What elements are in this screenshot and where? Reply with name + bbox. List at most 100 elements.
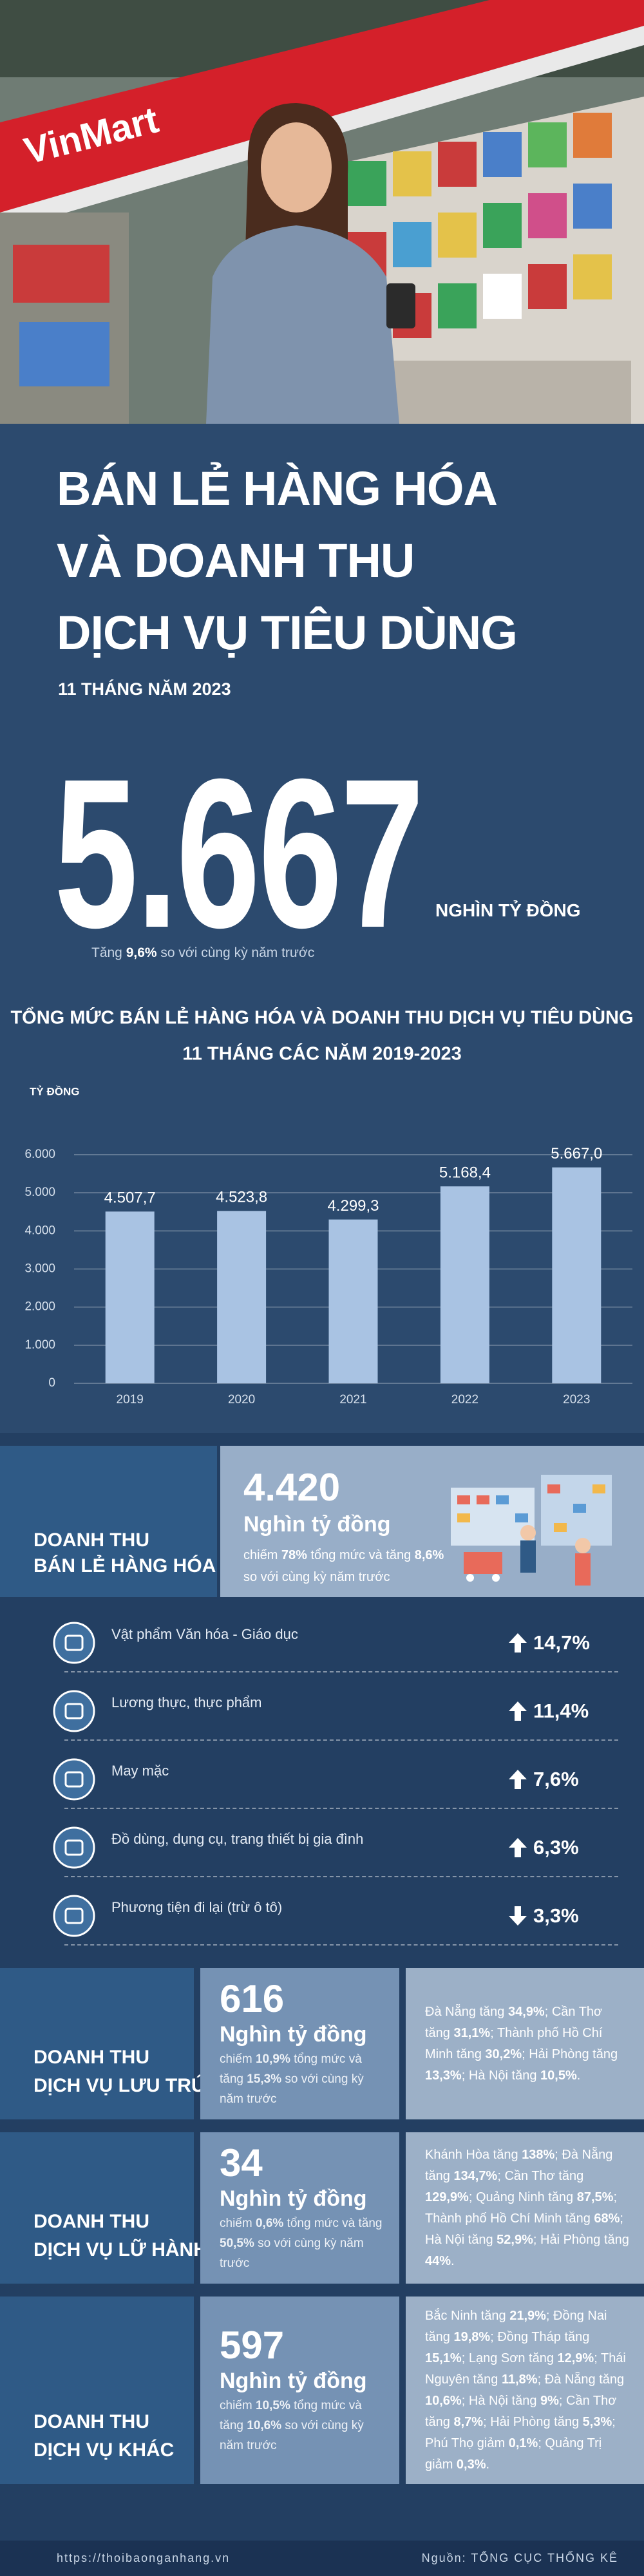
title-line: DỊCH VỤ TIÊU DÙNG xyxy=(57,606,518,659)
emphasis: 30,2% xyxy=(485,2047,522,2061)
service-value-box: 597 Nghìn tỷ đồng chiếm 10,5% tổng mức và … xyxy=(200,2297,399,2484)
service-unit: Nghìn tỷ đồng xyxy=(220,2369,367,2393)
item-divider xyxy=(64,1671,618,1672)
bar xyxy=(217,1211,267,1383)
text-run: so với cùng kỳ năm trước xyxy=(220,2072,364,2106)
text-run: chiếm xyxy=(220,2399,256,2412)
text-run: chiếm xyxy=(220,2052,256,2066)
emphasis: 34,9% xyxy=(507,2004,545,2019)
bar xyxy=(552,1167,601,1383)
emphasis: 10,5% xyxy=(540,2068,577,2083)
item-icon xyxy=(53,1895,95,1937)
text-run: so với cùng kỳ năm trước xyxy=(220,2237,364,2270)
text-run: ; Thành phố Hồ Chí Minh tăng xyxy=(425,2025,603,2061)
arrow-shape xyxy=(509,1770,527,1789)
emphasis: 11,8% xyxy=(501,2372,538,2387)
y-tick-label: 0 xyxy=(48,1376,55,1390)
text-run: chiếm xyxy=(243,1548,281,1562)
period: 11 THÁNG NĂM 2023 xyxy=(58,679,231,699)
service-value: 597 xyxy=(220,2324,285,2367)
item-divider xyxy=(64,1944,618,1946)
emphasis: 78% xyxy=(281,1548,307,1562)
text-run: ; Hải Phòng tăng xyxy=(483,2414,583,2429)
text-run: ; Hải Phòng tăng xyxy=(533,2232,629,2247)
text-run: ; Đà Nẵng tăng xyxy=(537,2372,625,2387)
text-run: ; Thái Nguyên tăng xyxy=(425,2351,626,2387)
text-run: Khánh Hòa tăng xyxy=(425,2147,522,2162)
y-tick-label: 5.000 xyxy=(24,1186,55,1199)
service-detail-box: Đà Nẵng tăng 34,9%; Cần Thơ tăng 31,1%; … xyxy=(406,1968,644,2119)
footer-source: Nguồn: TỔNG CỤC THỐNG KÊ xyxy=(421,2552,618,2564)
retail-label-box: DOANH THU BÁN LẺ HÀNG HÓA xyxy=(0,1446,217,1597)
service-label: DOANH THU xyxy=(33,2411,149,2432)
retail-label: BÁN LẺ HÀNG HÓA xyxy=(33,1555,216,1577)
item-change: 3,3% xyxy=(533,1904,579,1927)
emphasis: 15,3% xyxy=(247,2072,282,2086)
text-run: ; Phú Thọ giảm xyxy=(425,2414,616,2450)
emphasis: 12,9% xyxy=(557,2351,594,2365)
service-label: DỊCH VỤ LỮ HÀNH xyxy=(33,2239,207,2260)
service-detail: Khánh Hòa tăng 138%; Đà Nẵng tăng 134,7%… xyxy=(425,2145,630,2272)
text-run: tổng mức và tăng xyxy=(220,2399,362,2432)
text-run: ; Lạng Sơn tăng xyxy=(461,2351,558,2365)
emphasis: 5,3% xyxy=(582,2414,612,2429)
arrow-shape xyxy=(509,1633,527,1653)
text-run: ; Cần Thơ tăng xyxy=(425,2004,603,2040)
y-axis-label: TỶ ĐỒNG xyxy=(30,1085,79,1097)
service-detail: Đà Nẵng tăng 34,9%; Cần Thơ tăng 31,1%; … xyxy=(425,2002,630,2087)
text-run: ; Cần Thơ tăng xyxy=(497,2168,584,2183)
y-tick-label: 2.000 xyxy=(24,1300,55,1314)
x-tick-label: 2022 xyxy=(451,1393,478,1406)
arrow-shape xyxy=(509,1838,527,1857)
service-note: chiếm 0,6% tổng mức và tăng 50,5% so với… xyxy=(220,2213,386,2273)
text-run: ; Đà Nẵng tăng xyxy=(425,2147,613,2183)
item-icon xyxy=(53,1622,95,1664)
retail-value: 4.420 xyxy=(243,1466,341,1509)
service-label: DOANH THU xyxy=(33,2047,149,2068)
text-run: tổng mức và tăng xyxy=(307,1548,415,1562)
bar-chart: TỔNG MỨC BÁN LẺ HÀNG HÓA VÀ DOANH THU DỊ… xyxy=(10,1007,633,1406)
text-run: . xyxy=(486,2457,490,2472)
value-label: 4.523,8 xyxy=(216,1189,267,1206)
emphasis: 9,6% xyxy=(126,945,157,960)
y-tick-label: 1.000 xyxy=(24,1338,55,1352)
chart-title: TỔNG MỨC BÁN LẺ HÀNG HÓA VÀ DOANH THU DỊ… xyxy=(10,1007,633,1028)
direction-arrow xyxy=(509,1838,527,1857)
arrow-shape xyxy=(509,1906,527,1926)
item-change: 6,3% xyxy=(533,1836,579,1859)
item-change: 7,6% xyxy=(533,1768,579,1790)
service-unit: Nghìn tỷ đồng xyxy=(220,2022,367,2047)
text-run: ; Hà Nội tăng xyxy=(461,2068,541,2083)
text-run: ; Hà Nội tăng xyxy=(461,2393,541,2408)
emphasis: 10,6% xyxy=(247,2419,282,2432)
x-tick-label: 2019 xyxy=(117,1393,144,1406)
text-run: so với cùng kỳ năm trước xyxy=(243,1570,390,1584)
item-icon xyxy=(53,1826,95,1869)
bar xyxy=(440,1186,489,1383)
value-label: 4.507,7 xyxy=(104,1189,156,1207)
retail-unit: Nghìn tỷ đồng xyxy=(243,1512,391,1537)
bar xyxy=(105,1211,155,1383)
emphasis: 10,9% xyxy=(255,2052,290,2066)
icon-glyph xyxy=(64,1908,84,1924)
title-line: BÁN LẺ HÀNG HÓA xyxy=(57,462,498,515)
item-change: 14,7% xyxy=(533,1631,590,1654)
icon-glyph xyxy=(64,1839,84,1856)
text-run: ; Đồng Tháp tăng xyxy=(490,2329,590,2344)
text-run: . xyxy=(451,2253,455,2268)
service-value: 34 xyxy=(220,2141,263,2184)
text-run: tổng mức và tăng xyxy=(283,2217,383,2230)
emphasis: 44% xyxy=(425,2253,451,2268)
service-detail-box: Khánh Hòa tăng 138%; Đà Nẵng tăng 134,7%… xyxy=(406,2132,644,2284)
value-label: 5.168,4 xyxy=(439,1164,491,1182)
text-run: ; Cần Thơ tăng xyxy=(425,2393,617,2429)
icon-glyph xyxy=(64,1703,84,1719)
text-run: so với cùng kỳ năm trước xyxy=(220,2419,364,2452)
service-label-box: DOANH THU DỊCH VỤ LƯU TRÚ xyxy=(0,1968,205,2119)
text-run: ; Hải Phòng tăng xyxy=(522,2047,618,2061)
text-run: Tăng xyxy=(91,945,126,960)
service-note: chiếm 10,5% tổng mức và tăng 10,6% so vớ… xyxy=(220,2396,386,2456)
big-number: 5.667 xyxy=(54,734,424,972)
icon-circle xyxy=(53,1895,95,1937)
service-unit: Nghìn tỷ đồng xyxy=(220,2186,367,2211)
